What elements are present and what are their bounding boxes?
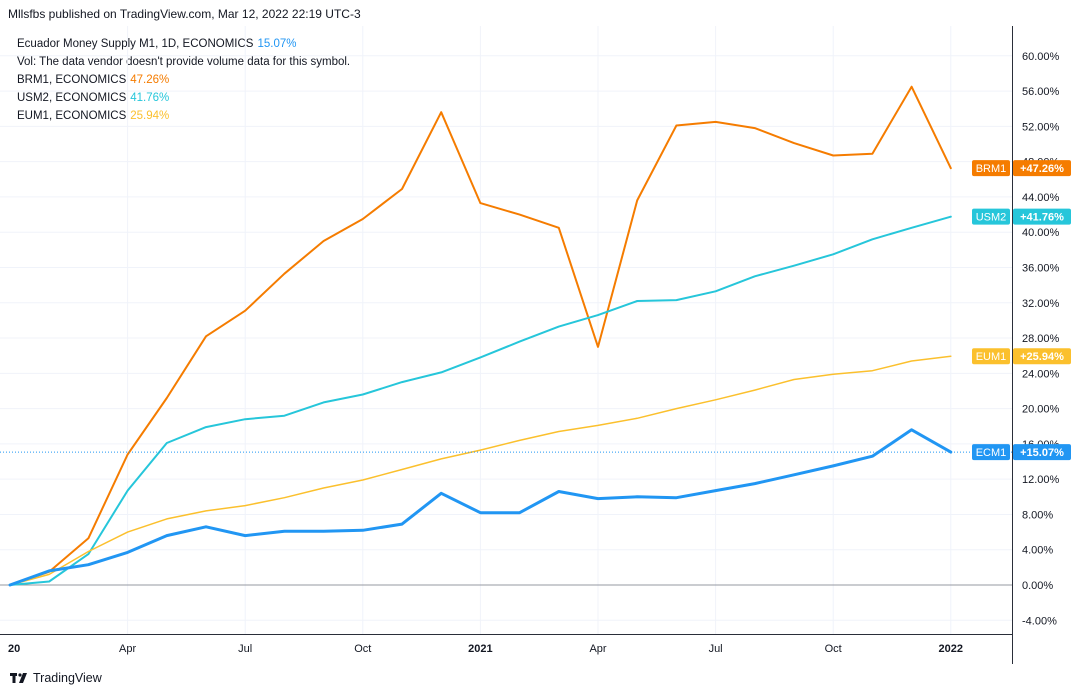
x-tick-label: Apr	[589, 643, 606, 655]
x-tick-label: 20	[8, 643, 20, 655]
legend-main-value: 15.07%	[257, 38, 297, 50]
badge-name-bg	[972, 160, 1010, 177]
y-tick-label: 56.00%	[1022, 86, 1060, 98]
y-tick-label: 28.00%	[1022, 333, 1060, 345]
tradingview-footer[interactable]: TradingView	[10, 671, 102, 685]
legend-item-value: 25.94%	[130, 110, 170, 122]
y-tick-label: 20.00%	[1022, 404, 1060, 416]
legend-item-label: BRM1, ECONOMICS	[17, 74, 127, 86]
legend-item-label: USM2, ECONOMICS	[17, 92, 127, 104]
tradingview-brand: TradingView	[33, 671, 102, 685]
y-tick-label: 4.00%	[1022, 545, 1053, 557]
badge-value-bg	[1013, 208, 1071, 225]
badge-value-bg	[1013, 444, 1071, 461]
x-tick-label: 2021	[468, 643, 492, 655]
y-tick-label: 8.00%	[1022, 509, 1053, 521]
x-tick-label: Oct	[825, 643, 842, 655]
legend-main-label: Ecuador Money Supply M1, 1D, ECONOMICS	[17, 38, 254, 50]
y-tick-label: 0.00%	[1022, 580, 1053, 592]
y-tick-label: 60.00%	[1022, 51, 1060, 63]
y-tick-label: 24.00%	[1022, 368, 1060, 380]
legend-item-value: 47.26%	[130, 74, 170, 86]
badge-name-bg	[972, 348, 1010, 365]
legend-item-eum1[interactable]: EUM1, ECONOMICS 25.94%	[17, 107, 350, 125]
y-tick-label: 12.00%	[1022, 474, 1060, 486]
badge-name-bg	[972, 444, 1010, 461]
badge-value-bg	[1013, 348, 1071, 365]
badge-eum1[interactable]: EUM1 +25.94%	[972, 348, 1071, 365]
legend-volume-note: Vol: The data vendor doesn't provide vol…	[17, 56, 351, 68]
legend-item-usm2[interactable]: USM2, ECONOMICS 41.76%	[17, 89, 350, 107]
grid-layer	[0, 26, 1012, 634]
series-line-eum1[interactable]	[9, 355, 952, 586]
legend-main-symbol[interactable]: Ecuador Money Supply M1, 1D, ECONOMICS 15…	[17, 35, 350, 53]
chart-legend: Ecuador Money Supply M1, 1D, ECONOMICS 15…	[17, 35, 350, 125]
series-line-brm1[interactable]	[9, 85, 952, 586]
tradingview-logo-icon	[10, 672, 28, 684]
badge-brm1[interactable]: BRM1 +47.26%	[972, 160, 1071, 177]
legend-item-brm1[interactable]: BRM1, ECONOMICS 47.26%	[17, 71, 350, 89]
badge-name-bg	[972, 208, 1010, 225]
badge-value-label: +25.94%	[1020, 351, 1064, 363]
y-tick-label: 32.00%	[1022, 298, 1060, 310]
axis-layer: 60.00%56.00%52.00%48.00%44.00%40.00%36.0…	[0, 26, 1060, 664]
badge-usm2[interactable]: USM2 +41.76%	[972, 208, 1071, 225]
badge-name-label: USM2	[976, 212, 1007, 224]
y-tick-label: 44.00%	[1022, 192, 1060, 204]
badge-name-label: BRM1	[976, 163, 1007, 175]
badge-value-label: +41.76%	[1020, 212, 1064, 224]
badge-value-label: +15.07%	[1020, 447, 1064, 459]
series-line-ecm1[interactable]	[8, 428, 953, 587]
x-tick-label: Apr	[119, 643, 136, 655]
publisher-header: Mllsfbs published on TradingView.com, Ma…	[8, 7, 361, 21]
series-line-usm2[interactable]	[9, 215, 952, 586]
badge-name-label: EUM1	[976, 351, 1007, 363]
x-tick-label: Jul	[709, 643, 723, 655]
x-tick-label: Jul	[238, 643, 252, 655]
x-tick-label: 2022	[939, 643, 963, 655]
x-tick-label: Oct	[354, 643, 371, 655]
y-tick-label: 40.00%	[1022, 227, 1060, 239]
legend-item-label: EUM1, ECONOMICS	[17, 110, 127, 122]
badge-value-label: +47.26%	[1020, 163, 1064, 175]
y-tick-label: 52.00%	[1022, 121, 1060, 133]
y-tick-label: -4.00%	[1022, 615, 1057, 627]
y-tick-label: 36.00%	[1022, 262, 1060, 274]
badge-name-label: ECM1	[976, 447, 1007, 459]
badge-value-bg	[1013, 160, 1071, 177]
series-layer	[0, 85, 1012, 587]
badge-layer: BRM1 +47.26% USM2 +41.76% EUM1 +25.94% ECM1 +15…	[972, 160, 1071, 461]
badge-ecm1[interactable]: ECM1 +15.07%	[972, 444, 1071, 461]
legend-item-value: 41.76%	[130, 92, 170, 104]
